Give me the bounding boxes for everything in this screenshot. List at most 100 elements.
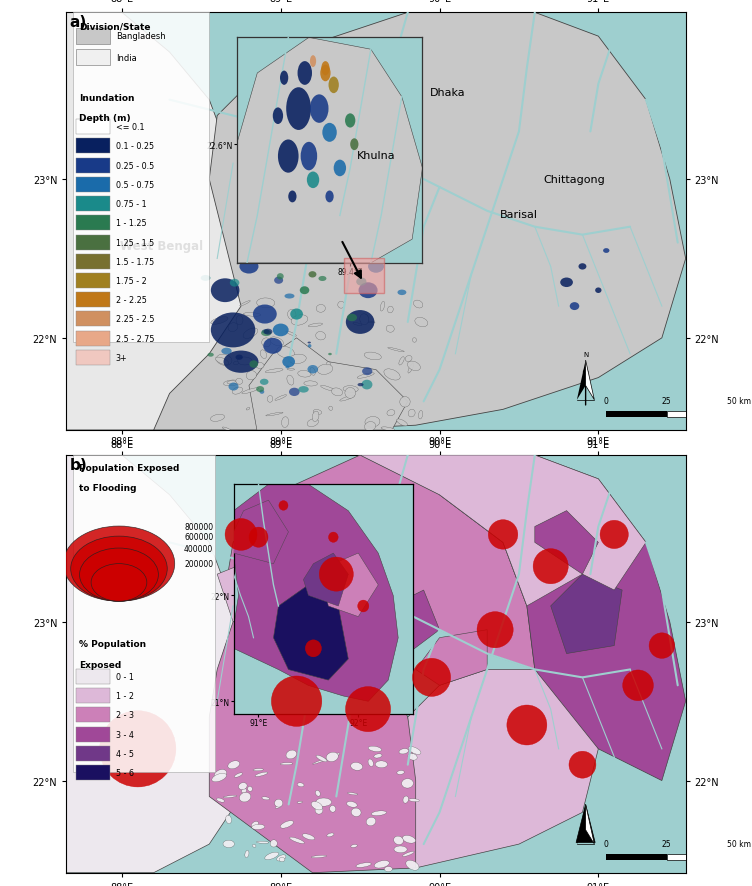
Ellipse shape [289,354,306,364]
Text: a): a) [69,15,86,30]
Ellipse shape [405,356,412,362]
Ellipse shape [332,388,343,396]
Ellipse shape [360,322,375,323]
Ellipse shape [328,354,332,356]
Ellipse shape [239,260,259,275]
Ellipse shape [227,381,237,385]
Ellipse shape [275,805,280,808]
Ellipse shape [255,773,268,777]
Ellipse shape [329,805,335,812]
FancyBboxPatch shape [76,178,110,192]
Ellipse shape [595,288,602,293]
Ellipse shape [261,330,271,337]
Ellipse shape [287,369,295,370]
Text: <= 0.1: <= 0.1 [116,123,144,132]
Ellipse shape [415,318,428,328]
Text: Dhaka: Dhaka [429,88,465,97]
Ellipse shape [408,747,421,755]
Ellipse shape [408,361,420,371]
Ellipse shape [280,820,293,828]
Polygon shape [416,630,487,686]
Ellipse shape [211,415,225,422]
Ellipse shape [308,342,311,344]
Circle shape [345,687,390,732]
Polygon shape [217,559,273,622]
Ellipse shape [400,397,410,408]
Text: 4 - 5: 4 - 5 [116,749,134,758]
Polygon shape [66,13,257,431]
Ellipse shape [230,279,239,287]
FancyBboxPatch shape [76,139,110,154]
Text: 0.75 - 1: 0.75 - 1 [116,200,147,209]
Ellipse shape [365,422,376,431]
Ellipse shape [412,338,417,343]
Ellipse shape [221,348,232,355]
Circle shape [507,705,547,745]
Text: Inundation: Inundation [79,94,134,103]
Bar [606,411,666,418]
Circle shape [71,537,167,602]
Ellipse shape [236,379,243,385]
Ellipse shape [228,323,238,332]
Ellipse shape [304,382,317,386]
Ellipse shape [374,860,390,868]
Ellipse shape [603,249,609,253]
Ellipse shape [262,330,269,334]
Ellipse shape [353,323,362,326]
Text: 600000: 600000 [184,532,214,541]
Ellipse shape [375,761,387,768]
FancyBboxPatch shape [76,292,110,307]
Ellipse shape [226,815,232,824]
Ellipse shape [289,388,299,397]
Text: Bangladesh: Bangladesh [116,32,165,41]
Text: b): b) [69,457,87,472]
Ellipse shape [366,818,376,826]
FancyBboxPatch shape [76,274,110,289]
Polygon shape [153,13,686,431]
Ellipse shape [286,750,296,759]
Bar [666,854,727,860]
Ellipse shape [320,386,335,392]
Ellipse shape [250,361,258,369]
Polygon shape [439,455,686,781]
Polygon shape [249,338,408,431]
Ellipse shape [378,245,390,257]
Ellipse shape [260,379,268,385]
Ellipse shape [223,796,237,798]
Ellipse shape [335,753,340,756]
Ellipse shape [255,362,264,369]
Ellipse shape [338,302,344,309]
Ellipse shape [347,793,358,795]
FancyBboxPatch shape [76,331,110,346]
Text: 200000: 200000 [184,559,213,569]
Ellipse shape [308,345,311,348]
Ellipse shape [232,388,243,394]
Ellipse shape [279,858,285,862]
Ellipse shape [365,417,380,428]
Text: 1 - 2: 1 - 2 [116,691,134,700]
Text: 1.75 - 2: 1.75 - 2 [116,276,147,285]
Ellipse shape [350,763,362,771]
Ellipse shape [396,419,408,426]
Ellipse shape [307,419,319,427]
Ellipse shape [381,302,384,312]
Circle shape [271,676,322,727]
FancyBboxPatch shape [76,120,110,135]
Ellipse shape [397,771,405,774]
Ellipse shape [408,363,414,374]
Ellipse shape [406,860,419,870]
Text: 800000: 800000 [184,522,213,531]
Ellipse shape [384,867,393,872]
Ellipse shape [252,825,265,829]
Circle shape [100,711,176,787]
Ellipse shape [346,311,374,335]
Ellipse shape [282,357,295,368]
Ellipse shape [326,249,331,253]
Text: 50 km: 50 km [727,839,751,848]
Ellipse shape [239,792,250,802]
Ellipse shape [298,371,311,377]
Ellipse shape [299,386,309,393]
Ellipse shape [262,797,269,800]
Text: Khulna: Khulna [356,151,396,161]
Ellipse shape [345,388,356,399]
